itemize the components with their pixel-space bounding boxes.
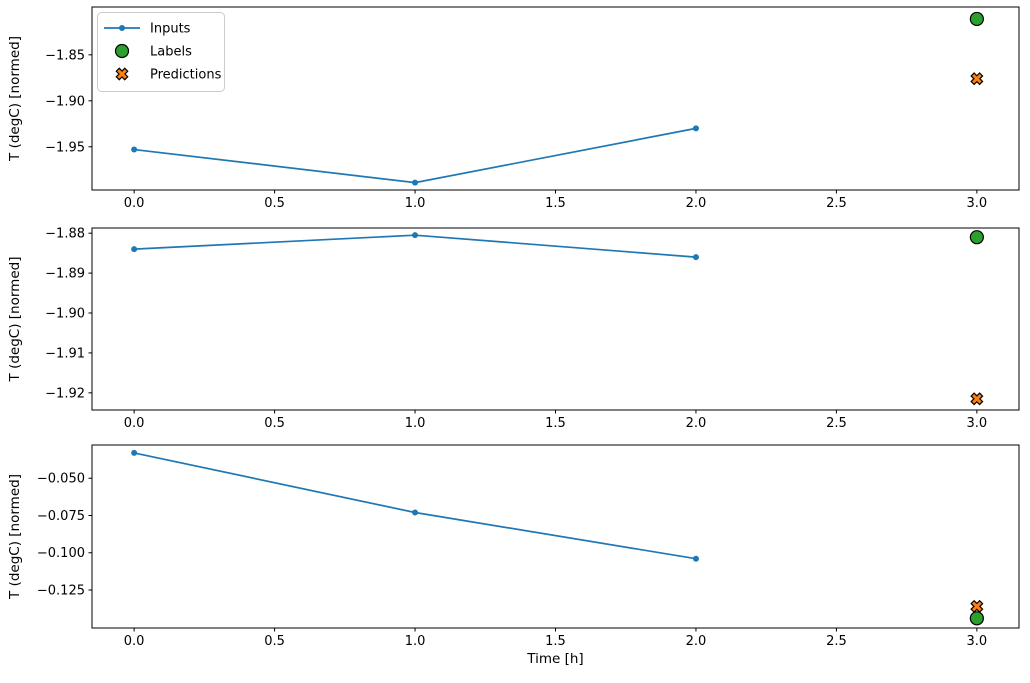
x-tick-label: 2.5 — [826, 196, 847, 211]
legend-item-label: Labels — [150, 45, 192, 60]
inputs-point-marker — [131, 146, 138, 153]
legend-inputs-dot-icon — [119, 25, 125, 31]
y-tick-label: −0.125 — [37, 583, 85, 598]
y-axis-label: T (degC) [normed] — [7, 474, 23, 600]
label-circle-marker — [969, 11, 984, 27]
x-tick-label: 3.0 — [967, 634, 988, 649]
inputs-point-marker — [131, 246, 138, 253]
x-tick-label: 1.5 — [545, 196, 566, 211]
inputs-point-marker — [692, 254, 699, 261]
x-tick-label: 0.5 — [264, 196, 285, 211]
inputs-point-marker — [412, 509, 419, 516]
legend-box — [97, 12, 225, 92]
inputs-line — [134, 127, 697, 184]
x-tick-label: 2.5 — [826, 634, 847, 649]
x-tick-label: 1.0 — [405, 634, 426, 649]
inputs-line — [133, 452, 697, 560]
x-tick-label: 2.0 — [686, 196, 707, 211]
y-tick-label: −1.89 — [45, 267, 85, 282]
x-tick-label: 0.0 — [124, 634, 145, 649]
legend-item-label: Inputs — [150, 22, 191, 37]
legend — [97, 12, 225, 92]
x-tick-label: 1.0 — [405, 416, 426, 431]
x-tick-label: 1.5 — [545, 634, 566, 649]
axes-frame — [91, 6, 1020, 191]
x-tick-label: 0.5 — [264, 416, 285, 431]
prediction-x-marker — [970, 392, 984, 406]
y-tick-label: −1.92 — [45, 386, 85, 401]
x-tick-label: 1.0 — [405, 196, 426, 211]
y-tick-label: −0.100 — [37, 546, 85, 561]
prediction-x-marker — [970, 72, 984, 86]
y-axis-label: T (degC) [normed] — [7, 36, 23, 162]
label-circle-marker — [969, 230, 984, 245]
inputs-point-marker — [412, 232, 419, 239]
x-tick-label: 2.5 — [826, 416, 847, 431]
legend-predictions-x-icon — [115, 67, 129, 81]
y-tick-label: −1.90 — [45, 94, 85, 109]
x-axis-label: Time [h] — [526, 651, 583, 667]
axes-frame — [91, 227, 1020, 411]
legend-labels-circle-icon — [114, 43, 130, 59]
y-tick-label: −0.050 — [37, 472, 85, 487]
inputs-point-marker — [412, 179, 419, 186]
x-tick-label: 2.0 — [686, 634, 707, 649]
subplot-2 — [88, 227, 1020, 414]
inputs-point-marker — [131, 449, 138, 456]
x-tick-label: 0.0 — [124, 416, 145, 431]
x-tick-label: 3.0 — [967, 196, 988, 211]
x-tick-label: 1.5 — [545, 416, 566, 431]
y-tick-label: −1.90 — [45, 307, 85, 322]
y-tick-label: −1.95 — [45, 140, 85, 155]
x-tick-label: 3.0 — [967, 416, 988, 431]
y-tick-label: −1.85 — [45, 48, 85, 63]
inputs-line — [134, 234, 697, 258]
y-axis-label: T (degC) [normed] — [7, 257, 23, 383]
y-tick-label: −1.88 — [45, 227, 85, 242]
label-circle-marker — [969, 611, 984, 626]
x-tick-label: 2.0 — [686, 416, 707, 431]
inputs-point-marker — [692, 125, 699, 132]
y-tick-label: −1.91 — [45, 346, 85, 361]
x-tick-label: 0.5 — [264, 634, 285, 649]
axes-frame — [91, 444, 1020, 629]
subplot-3 — [88, 444, 1020, 632]
x-tick-label: 0.0 — [124, 196, 145, 211]
subplot-1 — [88, 6, 1020, 194]
legend-item-label: Predictions — [150, 68, 222, 83]
inputs-point-marker — [692, 555, 699, 562]
y-tick-label: −0.075 — [37, 509, 85, 524]
